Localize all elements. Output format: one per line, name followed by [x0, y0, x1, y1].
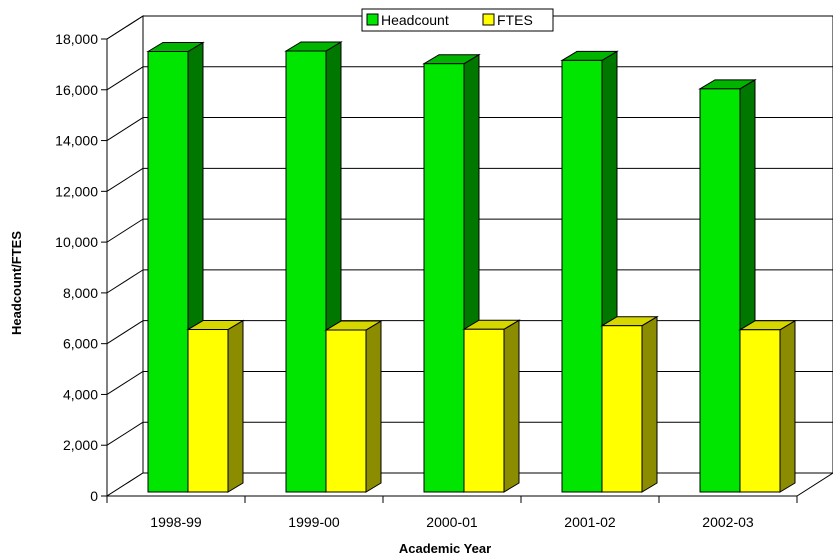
bar-side [227, 319, 244, 493]
bar-side [641, 315, 658, 493]
legend: Headcount FTES [361, 8, 554, 32]
bar-front [423, 63, 465, 493]
bar-front [739, 329, 781, 493]
y-tick-label: 0 [90, 488, 98, 504]
axes: 0 2,000 4,000 6,000 8,000 10,000 12,000 14,000 1… [55, 31, 798, 530]
bar-front [285, 50, 327, 493]
bar-ftes [738, 319, 797, 493]
bar-ftes [462, 319, 521, 493]
x-tick-label: 1999-00 [288, 514, 340, 530]
bar-front [561, 59, 603, 493]
gridline-side [106, 117, 144, 141]
y-tick-label: 2,000 [63, 437, 98, 453]
y-tick-label: 12,000 [55, 183, 98, 199]
legend-label-ftes: FTES [497, 12, 533, 28]
y-tick-label: 14,000 [55, 133, 98, 149]
bar-side [503, 319, 520, 493]
gridline-side [106, 269, 144, 294]
bar-front [463, 328, 505, 493]
bar-ftes [186, 319, 245, 493]
x-tick-label: 2002-03 [702, 514, 754, 530]
x-axis-title: Academic Year [399, 541, 491, 556]
legend-swatch-headcount [366, 13, 379, 26]
y-tick-label: 10,000 [55, 234, 98, 250]
y-axis-title: Headcount/FTES [9, 231, 24, 335]
x-tick-label: 2000-01 [426, 514, 478, 530]
bar-ftes [324, 320, 383, 493]
y-tick-label: 16,000 [55, 82, 98, 98]
legend-swatch-ftes [482, 13, 495, 26]
gridline-side [106, 167, 144, 192]
x-tick-label: 2001-02 [564, 514, 616, 530]
side-wall [106, 15, 144, 497]
gridline-side [106, 15, 144, 40]
gridline-side [106, 421, 144, 446]
bar-front [187, 329, 229, 493]
bar-front [699, 88, 741, 493]
legend-label-headcount: Headcount [381, 12, 449, 28]
bar-ftes [600, 315, 659, 493]
y-tick-label: 6,000 [63, 336, 98, 352]
x-tick-label: 1998-99 [150, 514, 202, 530]
gridline-side [106, 320, 144, 345]
bar-side [779, 319, 796, 493]
gridline-side [106, 371, 144, 395]
y-tick-label: 8,000 [63, 285, 98, 301]
y-tick-label: 18,000 [55, 31, 98, 47]
bar-front [147, 51, 189, 493]
gridline-side [106, 66, 144, 91]
y-tick-label: 4,000 [63, 386, 98, 402]
bar-side [365, 320, 382, 493]
bars [146, 41, 797, 493]
gridline-side [106, 218, 144, 243]
legend-box [361, 8, 554, 32]
bar-front [325, 329, 367, 493]
bar-front [601, 325, 643, 493]
